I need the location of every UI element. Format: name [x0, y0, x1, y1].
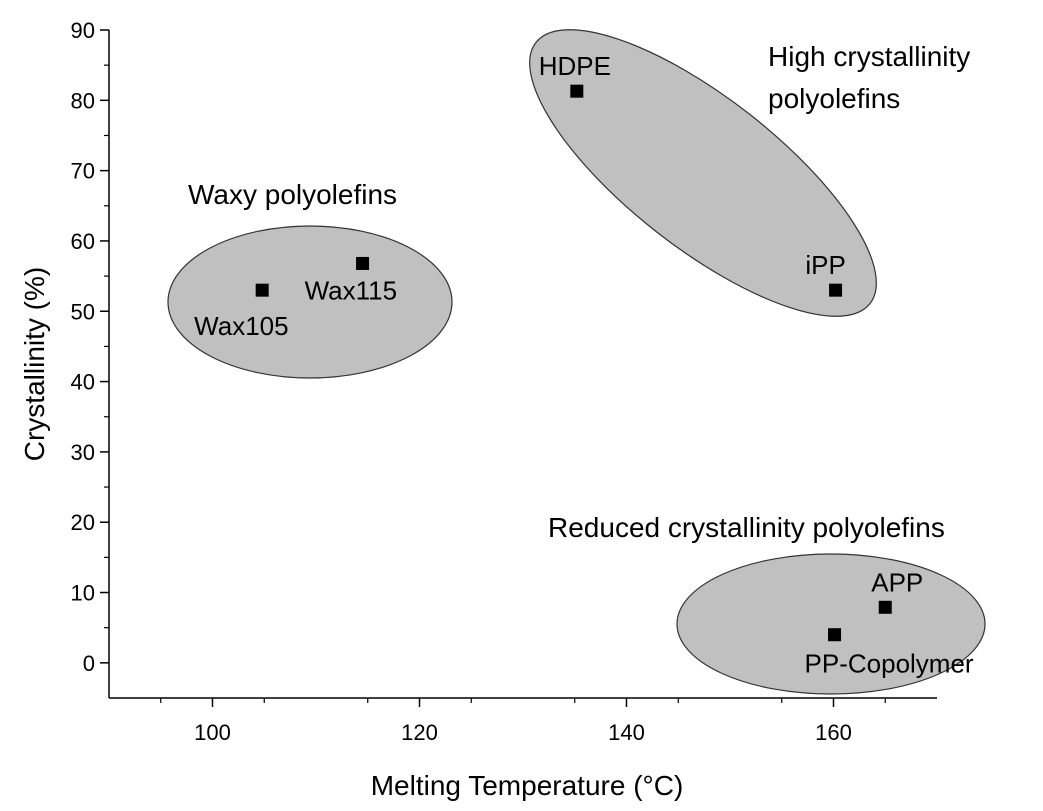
point-labels: Wax105 Wax115 HDPE iPP APP PP-Copolymer — [194, 51, 974, 679]
point-label-pp-copolymer: PP-Copolymer — [805, 649, 974, 679]
y-tick-label: 20 — [71, 510, 95, 535]
group-regions — [167, 29, 986, 695]
group-region-waxy — [167, 225, 453, 379]
x-tick-label: 160 — [815, 720, 852, 745]
group-label-waxy: Waxy polyolefins — [188, 179, 397, 210]
point-label-app: APP — [871, 567, 923, 597]
x-tick-label: 140 — [608, 720, 645, 745]
y-tick-label: 30 — [71, 440, 95, 465]
y-tick-label: 10 — [71, 581, 95, 606]
y-axis-title: Crystallinity (%) — [19, 267, 50, 461]
data-point-ipp — [829, 283, 843, 297]
point-label-hdpe: HDPE — [539, 51, 611, 81]
x-tick-label: 120 — [401, 720, 438, 745]
group-label-high-crystallinity-line2: polyolefins — [768, 83, 900, 114]
y-ticks: 0 10 20 30 40 50 60 70 80 90 — [71, 18, 109, 676]
data-point-pp-copolymer — [828, 628, 842, 642]
data-point-wax105 — [255, 283, 269, 297]
y-tick-label: 50 — [71, 299, 95, 324]
y-tick-label: 40 — [71, 370, 95, 395]
data-point-hdpe — [570, 84, 584, 98]
point-label-wax115: Wax115 — [305, 275, 398, 305]
group-label-reduced-crystallinity: Reduced crystallinity polyolefins — [548, 512, 945, 543]
point-label-ipp: iPP — [805, 250, 845, 280]
group-region-high-crystallinity — [529, 29, 877, 317]
y-tick-label: 70 — [71, 159, 95, 184]
group-label-high-crystallinity-line1: High crystallinity — [768, 41, 970, 72]
y-tick-label: 90 — [71, 18, 95, 43]
group-label-high-crystallinity: High crystallinity polyolefins — [768, 41, 978, 114]
data-point-wax115 — [356, 256, 370, 270]
y-tick-label: 60 — [71, 229, 95, 254]
axes — [108, 30, 937, 699]
data-points — [255, 84, 892, 642]
y-tick-label: 0 — [83, 651, 95, 676]
point-label-wax105: Wax105 — [194, 311, 288, 341]
data-point-app — [878, 600, 892, 614]
y-tick-label: 80 — [71, 88, 95, 113]
group-region-reduced-crystallinity — [676, 553, 986, 695]
x-axis-title: Melting Temperature (°C) — [371, 770, 684, 801]
x-tick-label: 100 — [194, 720, 231, 745]
x-ticks: 100 120 140 160 — [160, 698, 886, 745]
